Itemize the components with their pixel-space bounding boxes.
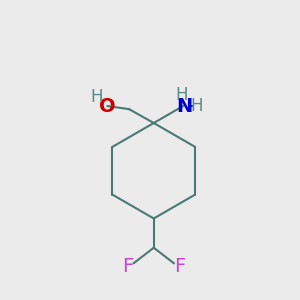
Text: N: N [176, 97, 193, 116]
Text: H: H [91, 88, 103, 106]
Text: H: H [175, 86, 188, 104]
Text: H: H [190, 97, 203, 115]
Text: F: F [122, 257, 133, 276]
Text: F: F [174, 257, 186, 276]
Text: O: O [99, 97, 116, 116]
